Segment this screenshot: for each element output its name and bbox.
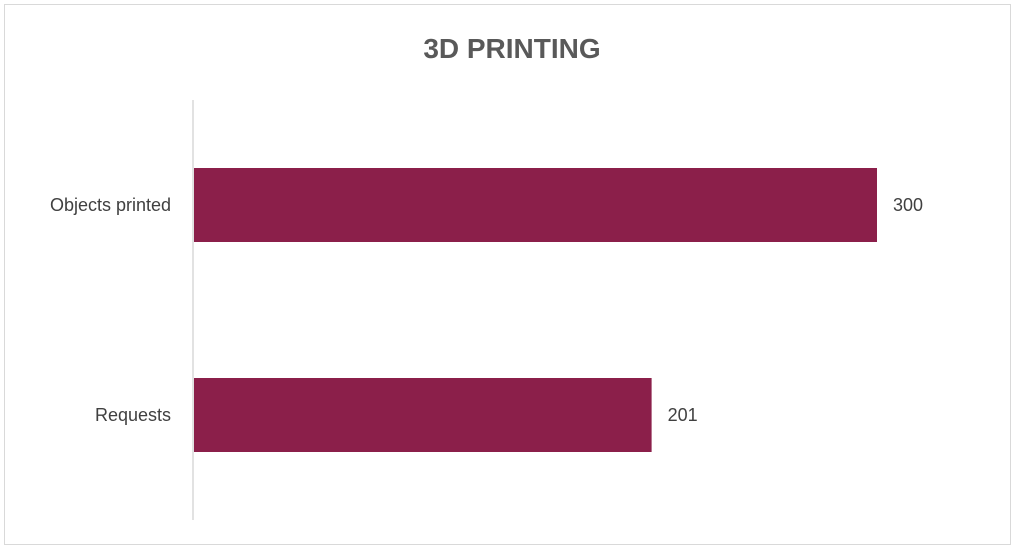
bars-layer: Objects printed 300 Requests 201: [50, 168, 923, 452]
bar-objects-printed: [194, 168, 877, 242]
data-label: 300: [893, 195, 923, 215]
bar-requests: [194, 378, 652, 452]
category-label: Requests: [95, 405, 171, 425]
chart-frame: [4, 4, 1011, 545]
chart-title: 3D PRINTING: [423, 33, 600, 64]
category-label: Objects printed: [50, 195, 171, 215]
data-label: 201: [668, 405, 698, 425]
